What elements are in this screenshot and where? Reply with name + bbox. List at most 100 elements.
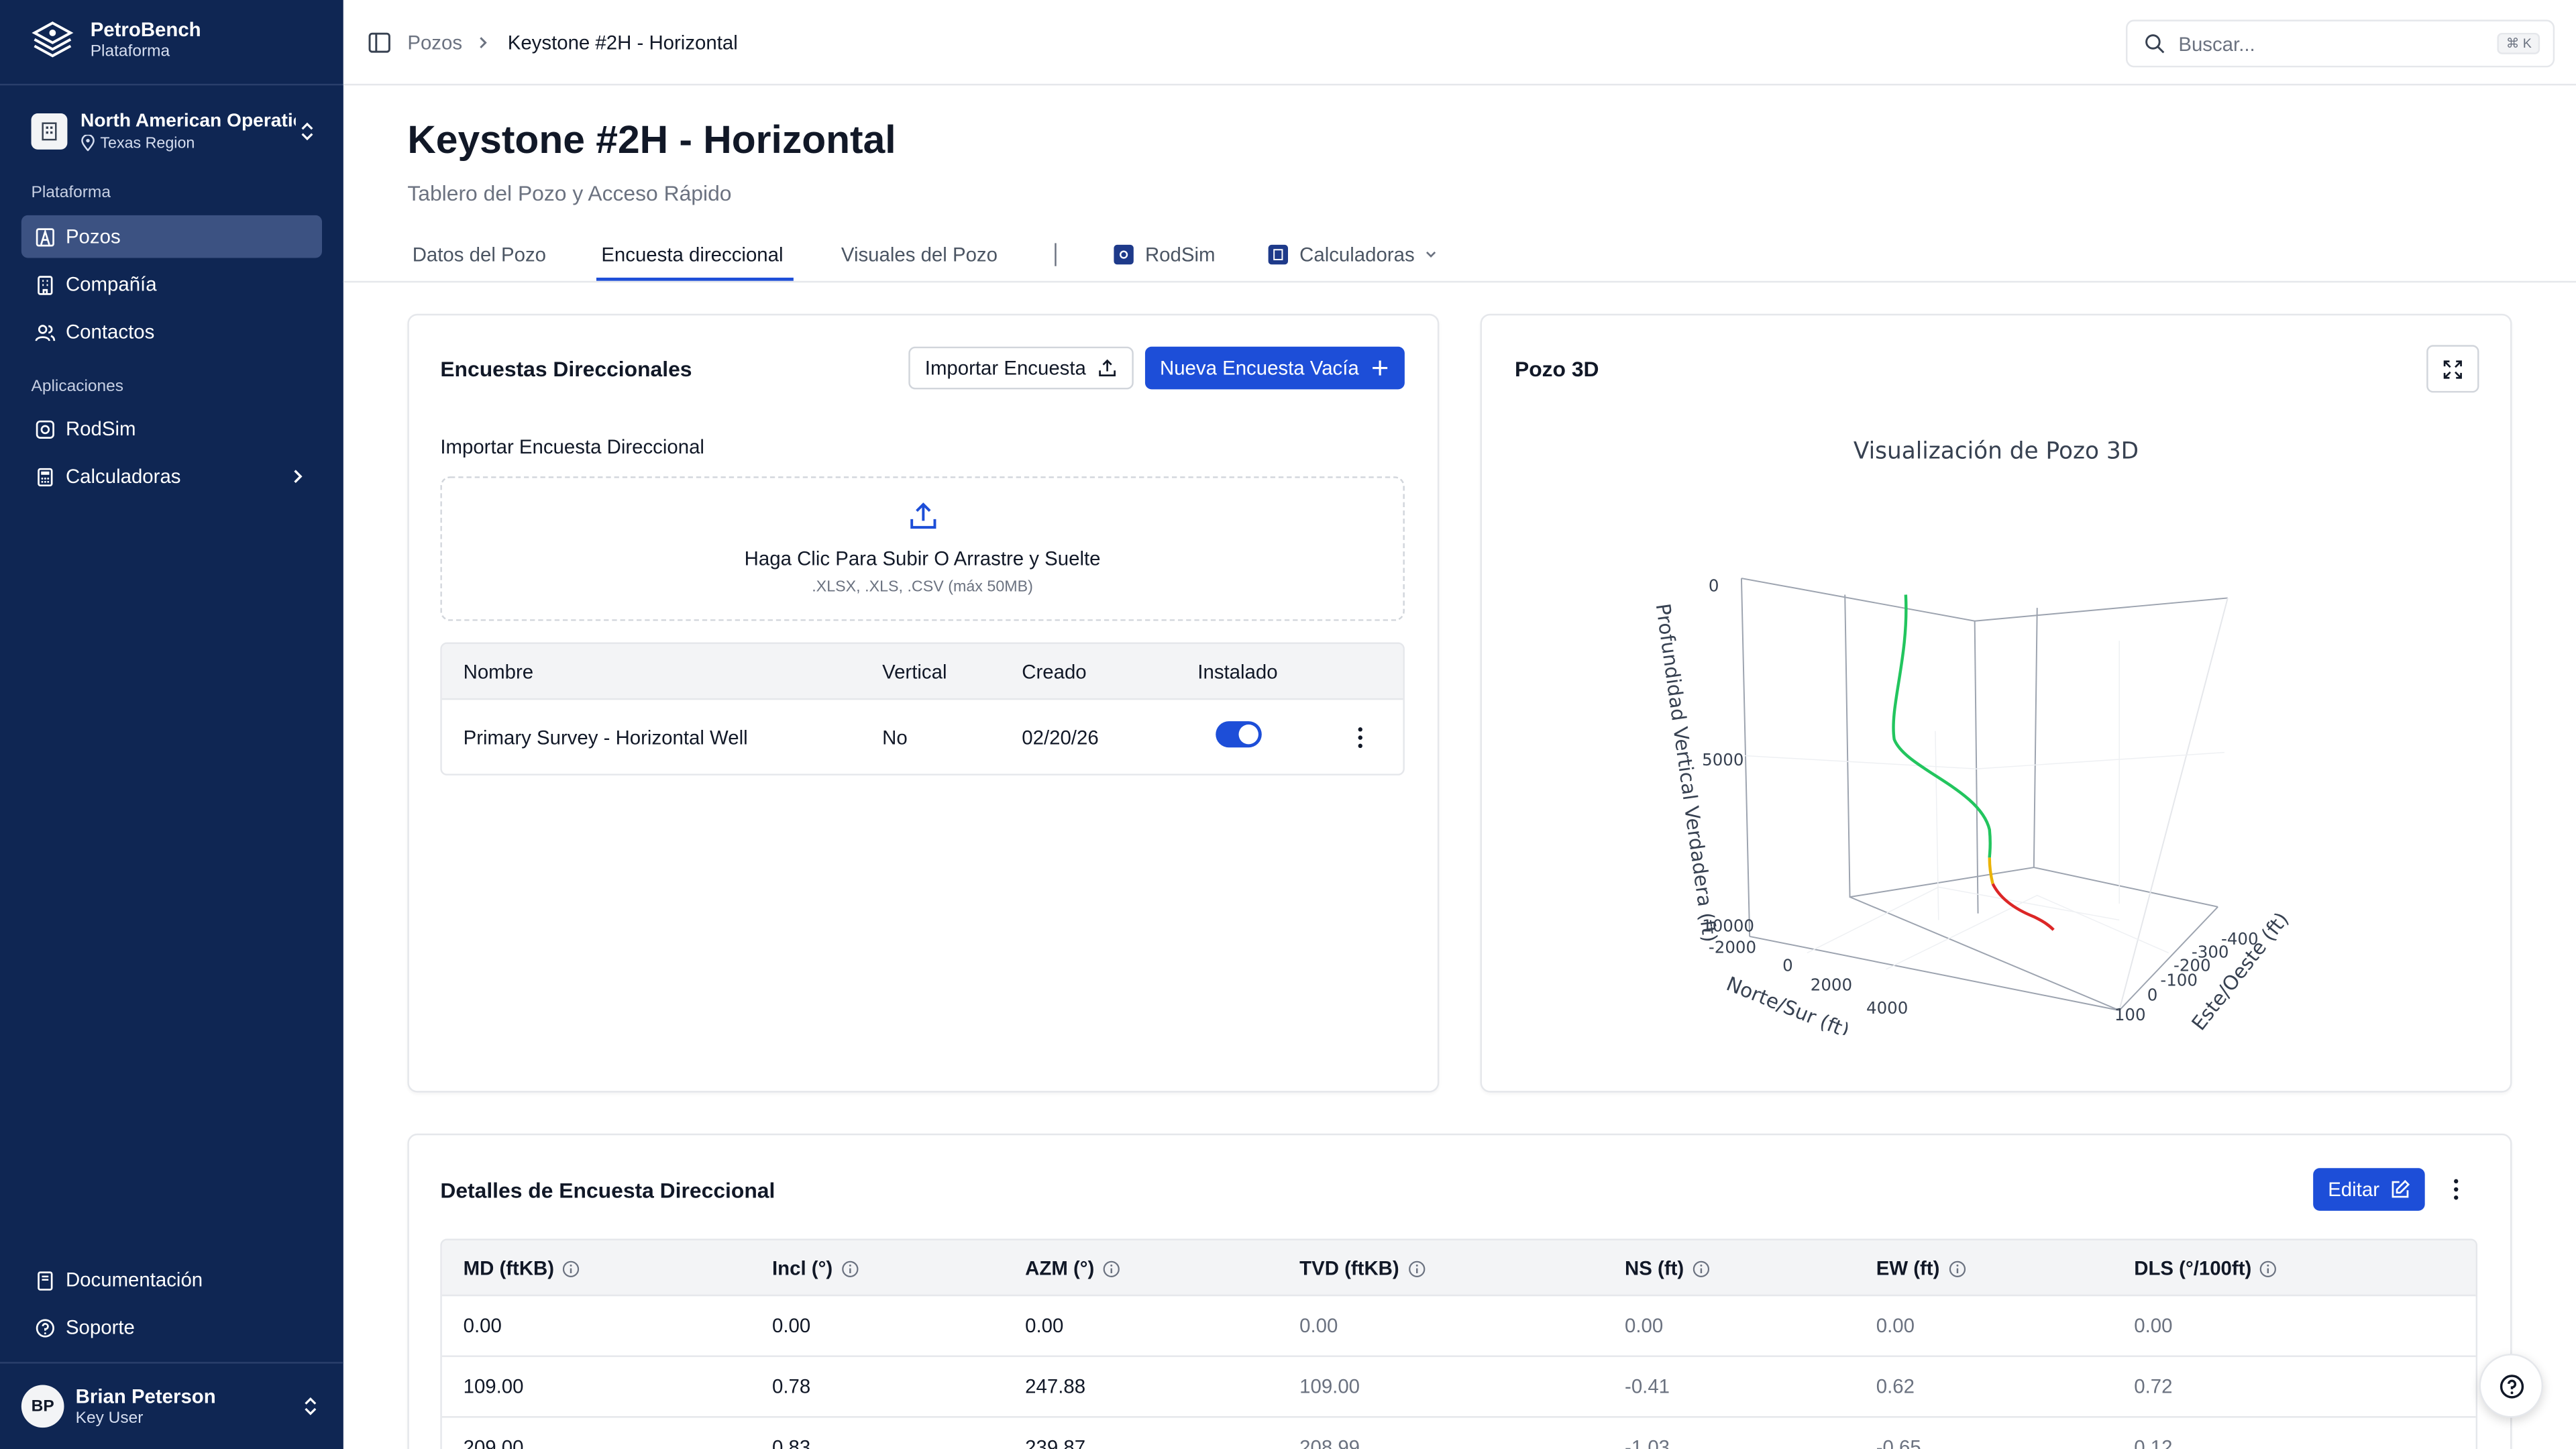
surveys-table: Nombre Vertical Creado Instalado Primary… <box>440 642 1405 775</box>
sidebar-toggle-icon[interactable] <box>368 32 391 54</box>
z-tick: 10000 <box>1702 916 1754 936</box>
column-header-label: TVD (ftKB) <box>1299 1256 1399 1280</box>
more-vertical-icon[interactable] <box>2453 1178 2459 1201</box>
plot-grid <box>1744 641 2224 970</box>
brand-subtitle: Plataforma <box>90 42 170 61</box>
petrobench-logo-icon <box>32 21 74 58</box>
file-dropzone[interactable]: Haga Clic Para Subir O Arrastre y Suelte… <box>440 476 1405 621</box>
org-region: Texas Region <box>80 132 296 154</box>
info-icon[interactable] <box>1407 1259 1426 1277</box>
sidebar-item-soporte[interactable]: Soporte <box>21 1306 322 1349</box>
surveys-card <box>407 313 1440 1093</box>
info-icon[interactable] <box>562 1259 580 1277</box>
table-cell: 0.00 <box>1876 1314 1915 1338</box>
import-survey-button[interactable]: Importar Encuesta <box>908 346 1134 390</box>
chevron-right-icon <box>294 470 303 483</box>
chevron-right-icon <box>480 37 487 49</box>
breadcrumb-pozos[interactable]: Pozos <box>407 31 463 54</box>
rodsim-icon <box>1114 244 1134 265</box>
brand[interactable]: PetroBench Plataforma <box>32 19 201 62</box>
details-card-title: Detalles de Encuesta Direccional <box>440 1177 775 1203</box>
button-label: Nueva Encuesta Vacía <box>1159 356 1359 380</box>
sidebar-item-contactos[interactable]: Contactos <box>21 311 322 354</box>
column-header-label: EW (ft) <box>1876 1256 1940 1280</box>
plus-icon <box>1373 360 1388 376</box>
fullscreen-button[interactable] <box>2426 345 2479 393</box>
table-cell: -0.65 <box>1876 1436 1921 1449</box>
survey-vertical: No <box>882 726 908 749</box>
sidebar-item-label: Contactos <box>65 320 155 343</box>
info-icon[interactable] <box>1103 1259 1121 1277</box>
sidebar-item-compania[interactable]: Compañía <box>21 263 322 306</box>
column-header-label: NS (ft) <box>1625 1256 1684 1280</box>
info-icon[interactable] <box>2260 1259 2278 1277</box>
table-cell: 0.12 <box>2134 1436 2173 1449</box>
info-icon[interactable] <box>1948 1259 1966 1277</box>
column-header: NS (ft) <box>1625 1256 1710 1280</box>
tab-visuales-del-pozo[interactable]: Visuales del Pozo <box>841 243 998 266</box>
new-empty-survey-button[interactable]: Nueva Encuesta Vacía <box>1144 346 1405 390</box>
dropzone-title: Haga Clic Para Subir O Arrastre y Suelte <box>744 547 1101 570</box>
dropzone-subtitle: .XLSX, .XLS, .CSV (máx 50MB) <box>812 578 1033 596</box>
table-row[interactable]: 109.00 0.78 247.88 109.00 -0.41 0.62 0.72 <box>441 1357 2476 1418</box>
tab-calculadoras[interactable]: Calculadoras <box>1268 243 1440 280</box>
tab-datos-del-pozo[interactable]: Datos del Pozo <box>412 243 547 266</box>
active-tab-indicator <box>596 277 794 281</box>
table-cell: 0.00 <box>463 1314 502 1338</box>
user-role: Key User <box>75 1409 144 1427</box>
table-header: Nombre Vertical Creado Instalado <box>441 644 1403 700</box>
search-box[interactable]: ⌘ K <box>2125 19 2555 68</box>
z-tick: 0 <box>1709 576 1719 596</box>
sidebar-item-rodsim[interactable]: RodSim <box>21 407 322 450</box>
sidebar-item-pozos[interactable]: Pozos <box>21 215 323 258</box>
table-row[interactable]: 0.00 0.00 0.00 0.00 0.00 0.00 0.00 <box>441 1296 2476 1357</box>
table-cell: 247.88 <box>1025 1375 1086 1399</box>
table-cell: 239.87 <box>1025 1436 1086 1449</box>
y-tick: -100 <box>2160 970 2198 989</box>
table-cell: 109.00 <box>463 1375 524 1399</box>
x-tick: 0 <box>1782 955 1793 975</box>
table-cell: 0.00 <box>1299 1314 1338 1338</box>
column-header: Instalado <box>1197 660 1278 684</box>
users-icon <box>33 321 56 343</box>
tab-encuesta-direccional[interactable]: Encuesta direccional <box>601 243 784 266</box>
sidebar-item-calculadoras[interactable]: Calculadoras <box>21 455 322 498</box>
edit-button[interactable]: Editar <box>2313 1168 2426 1211</box>
user-name: Brian Peterson <box>75 1384 216 1407</box>
more-vertical-icon[interactable] <box>1357 726 1364 749</box>
rodsim-icon <box>33 417 56 440</box>
search-input[interactable] <box>2178 32 2475 56</box>
info-icon[interactable] <box>1692 1259 1710 1277</box>
expand-icon <box>2443 360 2462 378</box>
table-cell: -0.41 <box>1625 1375 1670 1399</box>
calculator-icon <box>33 465 56 488</box>
section-label-apps: Aplicaciones <box>31 378 124 396</box>
table-cell: 0.83 <box>772 1436 811 1449</box>
divider <box>0 1362 343 1364</box>
z-axis-label: Profundidad Vertical Verdadera (ft) <box>1652 602 1722 943</box>
y-tick: 100 <box>2114 1005 2146 1024</box>
tab-rodsim[interactable]: RodSim <box>1114 243 1215 280</box>
user-menu[interactable]: BP Brian Peterson Key User <box>21 1383 322 1430</box>
installed-toggle[interactable] <box>1216 721 1262 748</box>
viz-title: Visualización de Pozo 3D <box>1853 438 2139 466</box>
sidebar-item-documentacion[interactable]: Documentación <box>21 1258 322 1301</box>
column-header: DLS (°/100ft) <box>2134 1256 2278 1280</box>
well-3d-plot[interactable]: 0 5000 10000 -2000 0 2000 4000 -400 -300… <box>1626 559 2316 1035</box>
plot-tick-labels: 0 5000 10000 -2000 0 2000 4000 -400 -300… <box>1702 576 2258 1024</box>
table-cell: 0.62 <box>1876 1375 1915 1399</box>
surveys-card-title: Encuestas Direccionales <box>440 356 692 382</box>
sidebar: PetroBench Plataforma North American Ope… <box>0 0 343 1449</box>
table-header: MD (ftKB) Incl (°) AZM (°) TVD (ftKB) NS (ft… <box>441 1240 2476 1297</box>
table-row[interactable]: 209.00 0.83 239.87 208.99 -1.03 -0.65 0.12 <box>442 1417 2476 1449</box>
help-button[interactable] <box>2479 1353 2544 1418</box>
survey-name: Primary Survey - Horizontal Well <box>463 726 748 749</box>
trajectory-lateral-section <box>1991 883 2055 931</box>
column-header: TVD (ftKB) <box>1299 1256 1426 1280</box>
brand-name: PetroBench <box>90 17 201 42</box>
topbar: Pozos Keystone #2H - Horizontal ⌘ K <box>343 0 2576 86</box>
org-switcher[interactable]: North American Operations Texas Region <box>31 109 319 155</box>
building-icon <box>31 113 68 150</box>
column-header: Incl (°) <box>772 1256 859 1280</box>
info-icon[interactable] <box>841 1259 859 1277</box>
